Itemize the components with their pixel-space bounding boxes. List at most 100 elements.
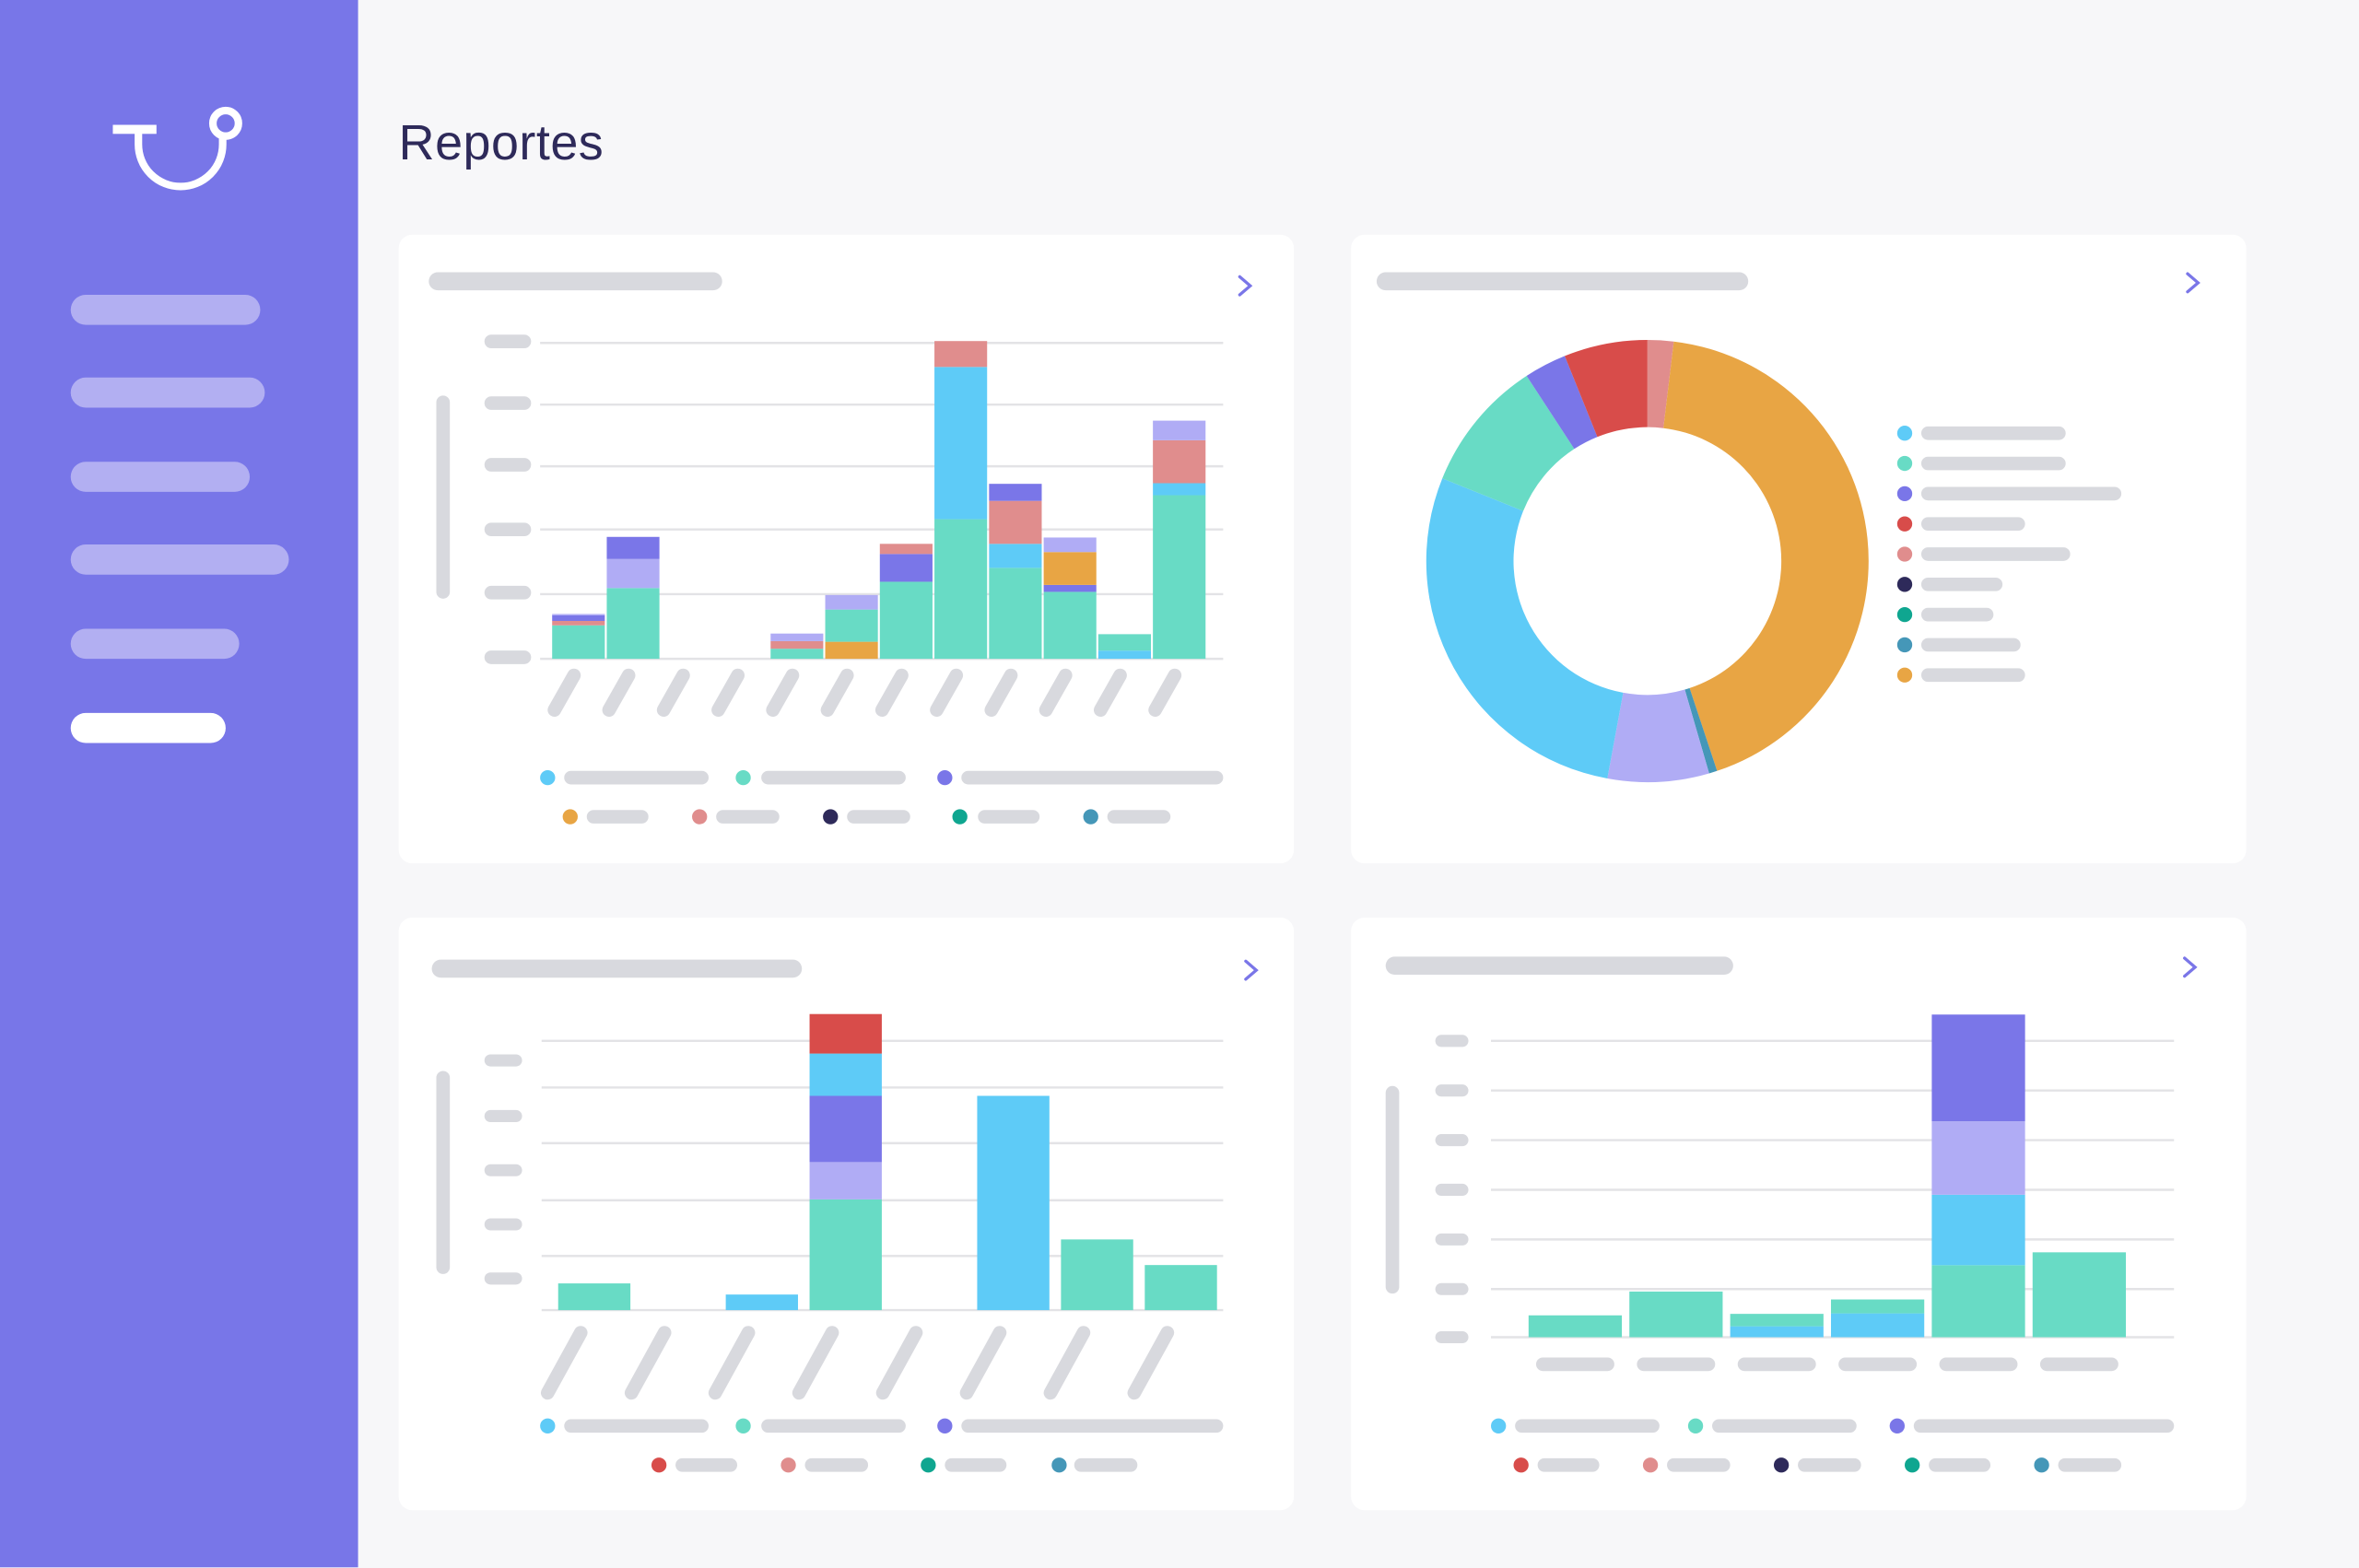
bar-segment-teal[interactable] bbox=[1830, 1299, 1925, 1314]
legend-item[interactable] bbox=[1773, 1457, 1861, 1473]
legend-item[interactable] bbox=[937, 1418, 1224, 1433]
bar[interactable] bbox=[2032, 1252, 2127, 1338]
bar[interactable] bbox=[879, 544, 933, 660]
bar-segment-blue[interactable] bbox=[725, 1294, 798, 1311]
bar-segment-teal[interactable] bbox=[825, 609, 878, 642]
bar[interactable] bbox=[934, 341, 988, 660]
bar-segment-teal[interactable] bbox=[770, 649, 824, 660]
bar-segment-teal[interactable] bbox=[1153, 495, 1206, 660]
legend-item[interactable] bbox=[2034, 1457, 2122, 1473]
bar-segment-teal[interactable] bbox=[1528, 1315, 1623, 1338]
bar[interactable] bbox=[825, 594, 878, 660]
bar[interactable] bbox=[977, 1095, 1050, 1311]
bar[interactable] bbox=[1153, 420, 1206, 660]
bar-segment-lavender[interactable] bbox=[770, 633, 824, 641]
bar[interactable] bbox=[1061, 1239, 1133, 1311]
legend-item[interactable] bbox=[1513, 1457, 1600, 1473]
bar-segment-purple[interactable] bbox=[552, 614, 605, 621]
bar-segment-pink[interactable] bbox=[989, 500, 1042, 544]
bar-segment-blue[interactable] bbox=[809, 1053, 882, 1096]
bar-segment-teal[interactable] bbox=[552, 625, 605, 660]
bar-segment-purple[interactable] bbox=[1931, 1014, 2025, 1122]
bar[interactable] bbox=[1830, 1299, 1925, 1338]
legend-item[interactable] bbox=[1896, 546, 2071, 562]
chevron-right-icon[interactable] bbox=[2186, 272, 2201, 294]
bar[interactable] bbox=[552, 614, 605, 660]
bar-segment-lavender[interactable] bbox=[606, 558, 660, 589]
legend-item[interactable] bbox=[735, 769, 906, 786]
chevron-right-icon[interactable] bbox=[2183, 956, 2198, 978]
bar-segment-orange[interactable] bbox=[1043, 552, 1097, 585]
donut-slice-purple[interactable] bbox=[1526, 356, 1598, 450]
sidebar-item[interactable] bbox=[70, 295, 261, 325]
bar-segment-teal[interactable] bbox=[1043, 591, 1097, 660]
legend-item[interactable] bbox=[1896, 426, 2066, 441]
legend-item[interactable] bbox=[1491, 1418, 1660, 1433]
bar-segment-teal[interactable] bbox=[557, 1283, 631, 1311]
bar[interactable] bbox=[1144, 1265, 1217, 1311]
stethoscope-logo[interactable] bbox=[0, 0, 358, 240]
bar-segment-teal[interactable] bbox=[934, 519, 988, 660]
legend-item[interactable] bbox=[1896, 667, 2025, 683]
legend-item[interactable] bbox=[1896, 486, 2122, 502]
donut-slice-steel[interactable] bbox=[1684, 687, 1718, 774]
bar-segment-teal[interactable] bbox=[809, 1199, 882, 1311]
legend-item[interactable] bbox=[1642, 1457, 1731, 1473]
chevron-right-icon[interactable] bbox=[1244, 959, 1259, 981]
legend-item[interactable] bbox=[1889, 1418, 2175, 1433]
donut-slice-red[interactable] bbox=[1565, 339, 1648, 438]
bar[interactable] bbox=[770, 633, 824, 660]
legend-item[interactable] bbox=[540, 1418, 710, 1433]
legend-item[interactable] bbox=[1904, 1457, 1991, 1473]
bar-segment-lavender[interactable] bbox=[1931, 1121, 2025, 1195]
bar[interactable] bbox=[1931, 1014, 2025, 1338]
bar-segment-lavender[interactable] bbox=[809, 1162, 882, 1199]
legend-item[interactable] bbox=[921, 1457, 1007, 1473]
sidebar-item[interactable] bbox=[70, 544, 289, 575]
bar-segment-pink[interactable] bbox=[934, 341, 988, 368]
bar[interactable] bbox=[557, 1283, 631, 1311]
bar-segment-blue[interactable] bbox=[1730, 1326, 1824, 1338]
chevron-right-icon[interactable] bbox=[1238, 275, 1253, 297]
bar-segment-blue[interactable] bbox=[989, 544, 1042, 568]
bar-segment-purple[interactable] bbox=[606, 536, 660, 559]
legend-item[interactable] bbox=[1083, 809, 1171, 825]
donut-slice-blue[interactable] bbox=[1426, 478, 1624, 779]
bar[interactable] bbox=[1629, 1291, 1723, 1338]
legend-item[interactable] bbox=[937, 769, 1224, 786]
donut-slice-lavender[interactable] bbox=[1607, 689, 1709, 783]
bar-segment-blue[interactable] bbox=[934, 367, 988, 520]
bar-segment-lavender[interactable] bbox=[1043, 537, 1097, 553]
bar-segment-lavender[interactable] bbox=[825, 594, 878, 610]
legend-item[interactable] bbox=[1896, 606, 1994, 623]
bar-segment-blue[interactable] bbox=[977, 1095, 1050, 1311]
sidebar-item-reports[interactable] bbox=[70, 712, 226, 743]
legend-item[interactable] bbox=[651, 1457, 738, 1473]
bar-segment-orange[interactable] bbox=[825, 641, 878, 660]
bar[interactable] bbox=[809, 1013, 882, 1311]
donut-slice-pink[interactable] bbox=[1647, 339, 1674, 428]
bar[interactable] bbox=[1528, 1315, 1623, 1338]
bar-segment-purple[interactable] bbox=[879, 554, 933, 582]
bar-segment-teal[interactable] bbox=[1144, 1265, 1217, 1311]
bar[interactable] bbox=[989, 484, 1042, 660]
legend-item[interactable] bbox=[735, 1418, 906, 1433]
bar-segment-lavender[interactable] bbox=[1153, 420, 1206, 440]
legend-item[interactable] bbox=[1896, 577, 2003, 592]
legend-item[interactable] bbox=[1896, 637, 2021, 653]
bar-segment-teal[interactable] bbox=[1097, 634, 1152, 651]
legend-item[interactable] bbox=[823, 809, 910, 825]
bar-segment-blue[interactable] bbox=[1097, 650, 1152, 660]
bar-segment-blue[interactable] bbox=[1153, 483, 1206, 496]
bar-segment-teal[interactable] bbox=[2032, 1252, 2127, 1338]
bar[interactable] bbox=[1043, 537, 1097, 660]
bar-segment-red[interactable] bbox=[809, 1013, 882, 1054]
sidebar-item[interactable] bbox=[70, 628, 240, 660]
bar[interactable] bbox=[725, 1294, 798, 1311]
bar-segment-blue[interactable] bbox=[1931, 1194, 2025, 1266]
bar-segment-pink[interactable] bbox=[879, 544, 933, 555]
bar-segment-blue[interactable] bbox=[1830, 1313, 1925, 1338]
legend-item[interactable] bbox=[1687, 1418, 1857, 1433]
donut-slice-teal[interactable] bbox=[1442, 375, 1575, 511]
bar-segment-teal[interactable] bbox=[1629, 1291, 1723, 1338]
